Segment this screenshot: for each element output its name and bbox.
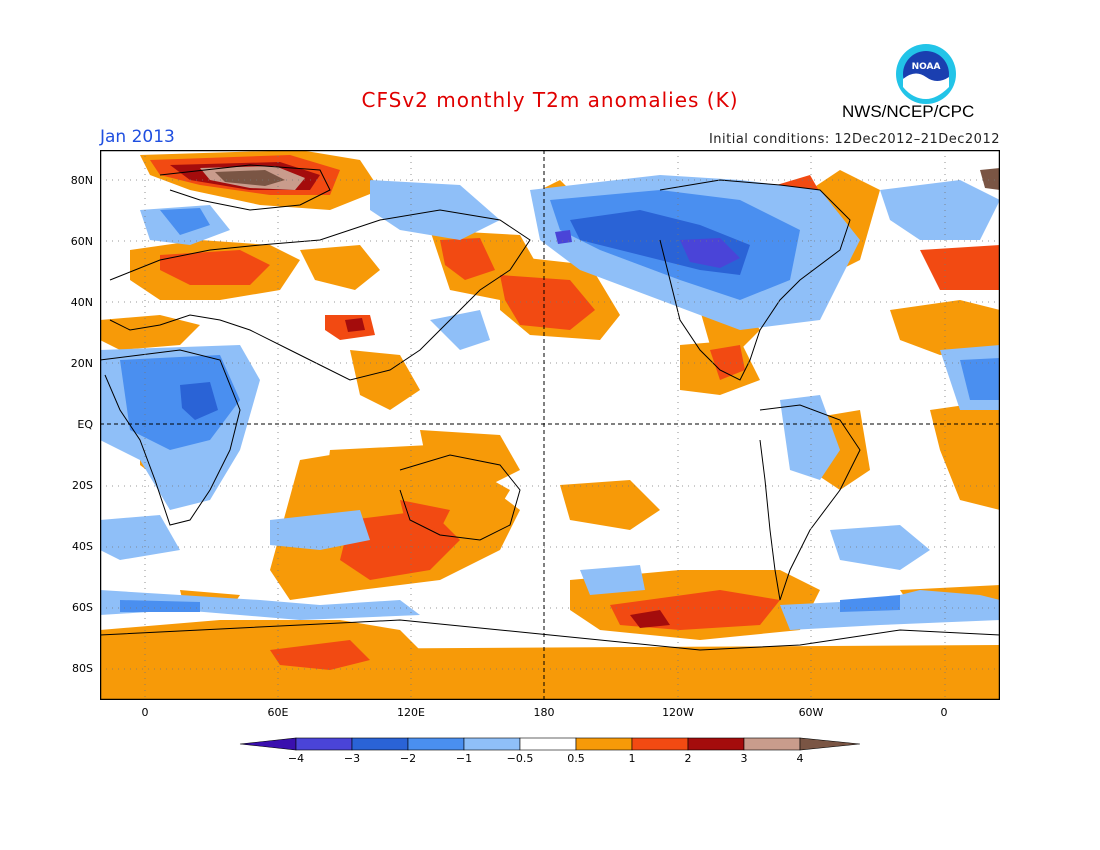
forecast-month: Jan 2013 (100, 127, 175, 147)
lat-label-60n: 60N (70, 235, 93, 248)
initial-conditions: Initial conditions: 12Dec2012–21Dec2012 (708, 132, 1000, 147)
colorbar-low-triangle (239, 737, 297, 751)
lat-label-40s: 40S (72, 540, 93, 553)
colorbar-label-4: −1 (455, 752, 473, 765)
lat-label-20n: 20N (70, 357, 93, 370)
colorbar-label-3: −2 (399, 752, 417, 765)
lat-label-40n: 40N (70, 296, 93, 309)
coastlines (100, 164, 1000, 651)
lon-label-0-west: 0 (141, 706, 149, 719)
lat-label-eq: EQ (77, 418, 93, 431)
lon-label-60w: 60W (798, 706, 824, 719)
colorbar-swatch-7 (631, 737, 689, 751)
lat-label-80n: 80N (70, 174, 93, 187)
colorbar-label-8: 2 (684, 752, 692, 765)
colorbar-label-2: −3 (343, 752, 361, 765)
noaa-logo-text: NOAA (912, 62, 941, 72)
colorbar-swatch-5 (519, 737, 577, 751)
lon-label-60e: 60E (267, 706, 289, 719)
colorbar-label-1: −4 (287, 752, 305, 765)
colorbar-label-9: 3 (740, 752, 748, 765)
map-frame (100, 150, 1000, 700)
lat-label-60s: 60S (72, 601, 93, 614)
colorbar-swatch-3 (407, 737, 465, 751)
colorbar-swatch-6 (575, 737, 633, 751)
lon-label-120w: 120W (662, 706, 694, 719)
colorbar-swatch-8 (687, 737, 745, 751)
colorbar-label-5: −0.5 (506, 752, 534, 765)
colorbar-label-6: 0.5 (567, 752, 585, 765)
noaa-logo: NOAA (896, 44, 956, 104)
lat-lon-grid (100, 150, 1000, 700)
extreme-warm-regions (200, 166, 1000, 190)
anomaly-map-svg (100, 150, 1000, 700)
colorbar-label-7: 1 (628, 752, 636, 765)
lon-label-0-east: 0 (940, 706, 948, 719)
agency-label: NWS/NCEP/CPC (842, 102, 975, 121)
colorbar-swatch-4 (463, 737, 521, 751)
chart-title: CFSv2 monthly T2m anomalies (K) (361, 88, 739, 112)
lat-label-80s: 80S (72, 662, 93, 675)
lon-label-120e: 120E (397, 706, 425, 719)
colorbar-high-triangle (799, 737, 861, 751)
colorbar-swatch-2 (351, 737, 409, 751)
colorbar (239, 737, 861, 751)
colorbar-label-10: 4 (796, 752, 804, 765)
lat-label-20s: 20S (72, 479, 93, 492)
anomaly-map (100, 150, 1000, 700)
reference-lines (100, 150, 1000, 700)
lon-label-180: 180 (533, 706, 555, 719)
colorbar-swatch-1 (295, 737, 353, 751)
extreme-cool-regions (555, 230, 740, 268)
colorbar-swatch-9 (743, 737, 801, 751)
